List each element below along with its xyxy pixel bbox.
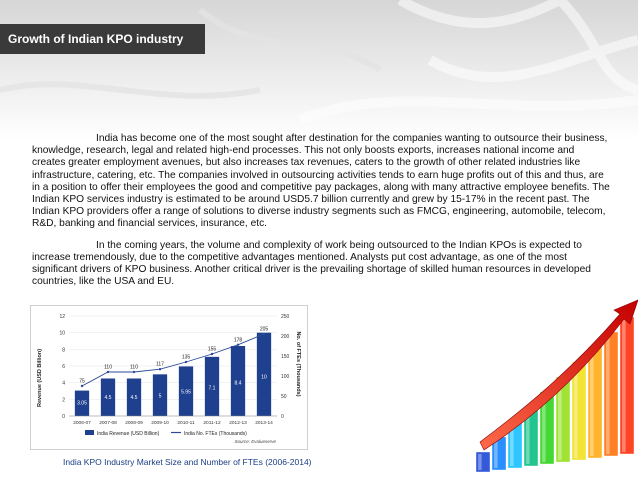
fte-point: [106, 370, 110, 374]
decorative-bar-highlight: [606, 334, 610, 454]
y2-tick-label: 150: [281, 354, 290, 360]
decorative-bar-highlight: [590, 349, 594, 456]
y2-tick-label: 50: [281, 394, 287, 400]
fte-point: [132, 370, 136, 374]
revenue-bar-label: 5: [159, 393, 162, 399]
y2-tick-label: 100: [281, 374, 290, 380]
decorative-bar-highlight: [494, 439, 498, 468]
revenue-bar: [230, 346, 246, 416]
chart-source: Source: Evalueserve: [234, 439, 276, 444]
x-tick-label: 2011-12: [203, 420, 221, 426]
y-tick-label: 10: [59, 331, 65, 337]
revenue-bar: [100, 378, 116, 416]
body-text: India has become one of the most sought …: [32, 133, 610, 297]
fte-point: [184, 360, 188, 364]
x-tick-label: 2010-11: [177, 420, 195, 426]
fte-point-label: 205: [260, 327, 269, 333]
background-decoration: [0, 0, 638, 140]
y2-tick-label: 250: [281, 314, 290, 320]
revenue-bar-label: 8.4: [235, 381, 242, 387]
fte-point-label: 75: [79, 379, 85, 385]
kpo-chart: 0 2 4 6 8 10 12 0 50 100 150 200 250 3.05 4.5 4.5 5 5.9…: [30, 305, 308, 450]
y2-tick-label: 200: [281, 334, 290, 340]
decorative-bar-highlight: [510, 424, 514, 466]
fte-point: [210, 352, 214, 356]
fte-point: [262, 332, 266, 336]
y-tick-label: 4: [62, 381, 65, 387]
revenue-bar: [256, 332, 272, 416]
legend-label-revenue: India Revenue (USD Billion): [97, 431, 160, 437]
fte-point-label: 135: [182, 355, 191, 361]
revenue-bar: [126, 378, 142, 416]
decorative-bar-highlight: [558, 379, 562, 460]
legend-label-ftes: India No. FTEs (Thousands): [184, 431, 247, 437]
x-tick-label: 2013-14: [255, 420, 273, 426]
revenue-bar-label: 10: [261, 375, 267, 381]
y-tick-label: 8: [62, 347, 65, 353]
x-tick-label: 2008-09: [125, 420, 143, 426]
revenue-bar: [178, 366, 194, 416]
decorative-bar: [619, 316, 635, 455]
decorative-bar-highlight: [478, 454, 482, 470]
x-tick-label: 2007-08: [99, 420, 117, 426]
paragraph-1: India has become one of the most sought …: [32, 133, 610, 230]
y2-axis-label: No. of FTEs (Thousands): [295, 331, 301, 396]
decorative-bar-highlight: [526, 409, 530, 464]
decorative-bar-highlight: [542, 394, 546, 462]
y-tick-label: 6: [62, 364, 65, 370]
decorative-bar: [603, 331, 619, 457]
y-axis-label: Revenue (USD Billion): [37, 349, 43, 407]
fte-point-label: 110: [130, 365, 138, 371]
decorative-bar-graph-image: [475, 299, 638, 473]
revenue-bar-label: 4.5: [105, 395, 112, 401]
fte-point-label: 178: [234, 337, 243, 343]
decorative-bar: [475, 451, 491, 473]
revenue-bar-label: 3.05: [77, 401, 87, 407]
fte-point-label: 110: [104, 365, 112, 371]
legend-swatch-revenue: [85, 430, 94, 435]
y-tick-label: 2: [62, 397, 65, 403]
y-tick-label: 12: [59, 314, 65, 320]
revenue-bar-label: 5.95: [181, 390, 191, 396]
revenue-bar: [152, 374, 168, 416]
fte-point-label: 155: [208, 347, 217, 353]
y2-tick-label: 0: [281, 414, 284, 420]
x-tick-label: 2009-10: [151, 420, 169, 426]
revenue-bar: [204, 356, 220, 416]
revenue-bar-label: 4.5: [131, 395, 138, 401]
fte-point: [80, 384, 84, 388]
paragraph-2: In the coming years, the volume and comp…: [32, 239, 591, 288]
chart-svg: 0 2 4 6 8 10 12 0 50 100 150 200 250 3.05 4.5 4.5 5 5.9…: [31, 306, 307, 449]
revenue-bar: [74, 390, 90, 416]
decorative-bar-highlight: [574, 364, 578, 458]
chart-caption: India KPO Industry Market Size and Numbe…: [63, 457, 312, 467]
fte-line: [81, 333, 265, 387]
x-tick-label: 2012-13: [229, 420, 247, 426]
y-tick-label: 0: [62, 414, 65, 420]
fte-point: [158, 368, 162, 371]
fte-point-label: 117: [156, 362, 164, 368]
decorative-bar-highlight: [622, 319, 626, 452]
x-tick-label: 2006-07: [73, 420, 91, 426]
revenue-bar-label: 7.1: [209, 385, 216, 391]
slide-title: Growth of Indian KPO industry: [0, 24, 205, 54]
fte-point: [236, 343, 240, 346]
decorative-bar: [587, 346, 603, 459]
